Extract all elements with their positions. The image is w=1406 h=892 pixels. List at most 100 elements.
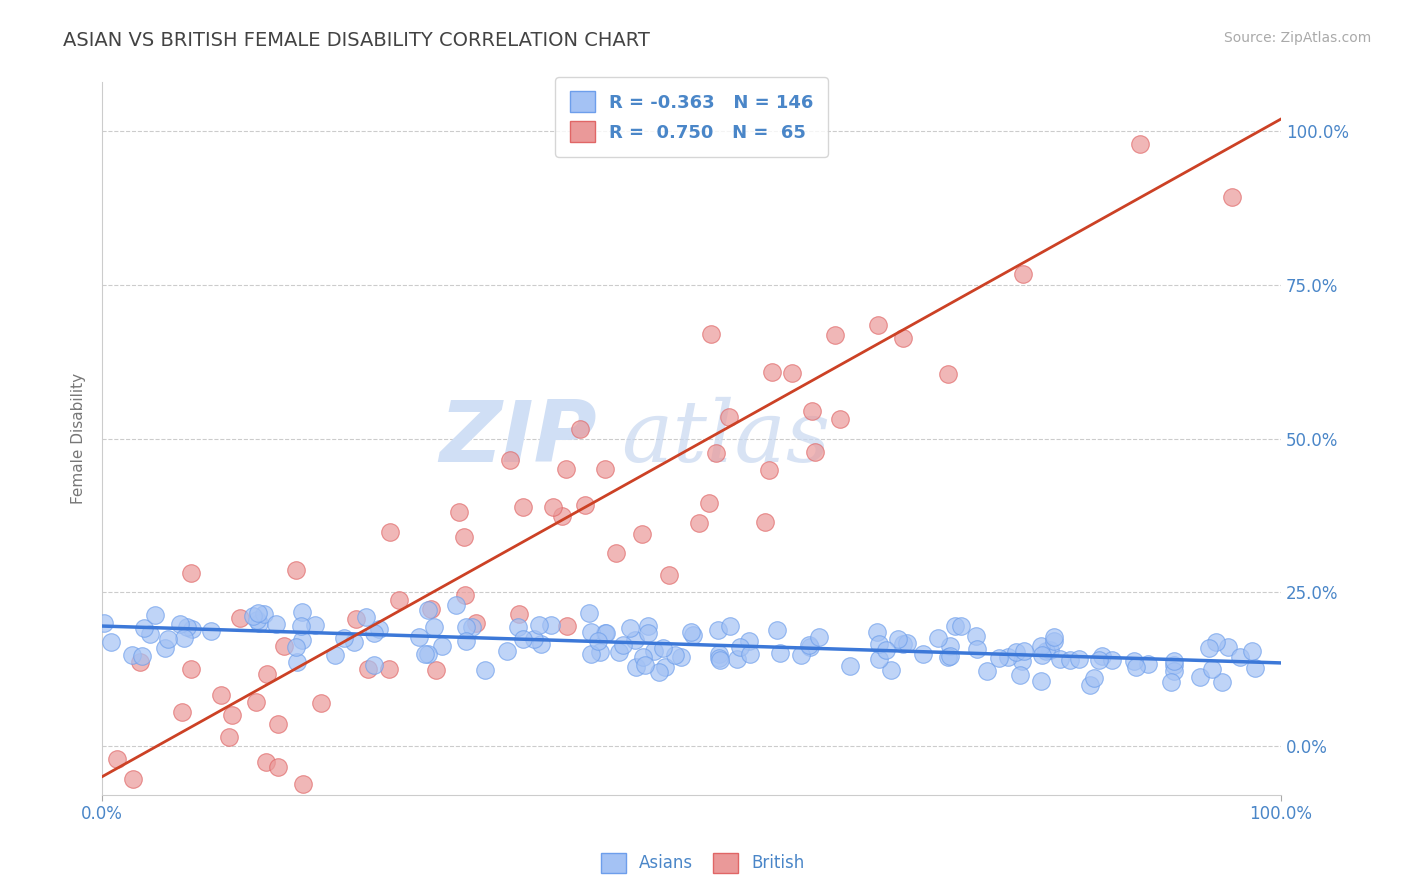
Point <box>704 446 727 460</box>
Point <box>430 639 453 653</box>
Point <box>605 546 627 560</box>
Point <box>1220 190 1243 204</box>
Point <box>1137 657 1160 672</box>
Point <box>246 613 269 627</box>
Point <box>1163 654 1185 668</box>
Point <box>247 616 270 631</box>
Point <box>1012 643 1035 657</box>
Point <box>682 628 704 642</box>
Point <box>595 625 617 640</box>
Point <box>891 637 914 651</box>
Point <box>156 632 179 647</box>
Point <box>180 566 202 580</box>
Point <box>586 634 609 648</box>
Point <box>654 660 676 674</box>
Point <box>105 752 128 766</box>
Point <box>418 647 440 661</box>
Point <box>173 631 195 645</box>
Point <box>581 647 603 661</box>
Point <box>304 618 326 632</box>
Point <box>121 648 143 662</box>
Point <box>1067 651 1090 665</box>
Point <box>508 607 530 621</box>
Point <box>368 622 391 636</box>
Point <box>181 622 204 636</box>
Point <box>474 663 496 677</box>
Point <box>669 649 692 664</box>
Point <box>718 619 741 633</box>
Point <box>1039 643 1062 657</box>
Point <box>143 608 166 623</box>
Point <box>221 708 243 723</box>
Point <box>1198 641 1220 656</box>
Point <box>465 615 488 630</box>
Point <box>527 617 550 632</box>
Point <box>1012 267 1035 281</box>
Point <box>1035 644 1057 658</box>
Point <box>824 328 846 343</box>
Point <box>634 658 657 673</box>
Point <box>1160 675 1182 690</box>
Point <box>1004 645 1026 659</box>
Point <box>966 642 988 657</box>
Point <box>612 638 634 652</box>
Point <box>242 608 264 623</box>
Point <box>637 618 659 632</box>
Point <box>453 530 475 544</box>
Point <box>593 625 616 640</box>
Point <box>180 662 202 676</box>
Point <box>292 777 315 791</box>
Point <box>1218 640 1240 654</box>
Point <box>555 462 578 476</box>
Point <box>936 650 959 665</box>
Point <box>697 495 720 509</box>
Point <box>454 588 477 602</box>
Point <box>218 730 240 744</box>
Point <box>540 618 562 632</box>
Point <box>344 612 367 626</box>
Legend: R = -0.363   N = 146, R =  0.750   N =  65: R = -0.363 N = 146, R = 0.750 N = 65 <box>555 77 828 156</box>
Point <box>581 624 603 639</box>
Point <box>943 619 966 633</box>
Point <box>830 411 852 425</box>
Point <box>416 603 439 617</box>
Point <box>1163 658 1185 673</box>
Point <box>449 505 471 519</box>
Point <box>267 760 290 774</box>
Point <box>589 645 612 659</box>
Point <box>1078 677 1101 691</box>
Point <box>415 647 437 661</box>
Point <box>997 650 1019 665</box>
Point <box>1244 661 1267 675</box>
Point <box>949 619 972 633</box>
Point <box>252 607 274 622</box>
Point <box>880 663 903 677</box>
Point <box>1211 674 1233 689</box>
Point <box>688 516 710 530</box>
Point <box>782 367 804 381</box>
Point <box>911 647 934 661</box>
Point <box>456 620 478 634</box>
Point <box>740 647 762 661</box>
Point <box>637 625 659 640</box>
Point <box>179 799 201 814</box>
Point <box>643 644 665 658</box>
Point <box>987 650 1010 665</box>
Point <box>200 624 222 638</box>
Point <box>1031 640 1053 654</box>
Point <box>356 609 378 624</box>
Point <box>446 599 468 613</box>
Point <box>139 627 162 641</box>
Point <box>247 606 270 620</box>
Point <box>595 461 617 475</box>
Point <box>976 664 998 678</box>
Point <box>652 641 675 656</box>
Point <box>1008 668 1031 682</box>
Point <box>456 634 478 648</box>
Point <box>461 620 484 634</box>
Point <box>1043 630 1066 644</box>
Point <box>758 463 780 477</box>
Point <box>284 563 307 577</box>
Point <box>1101 653 1123 667</box>
Point <box>709 653 731 667</box>
